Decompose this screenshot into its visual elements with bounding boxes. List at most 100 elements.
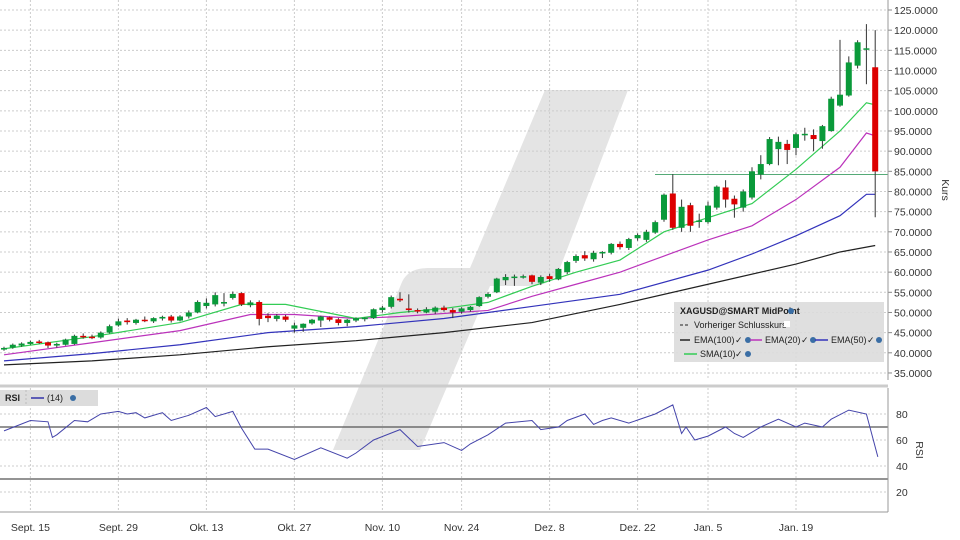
candle-body [27,341,34,344]
candle-body [291,325,298,329]
candle-body [863,48,870,50]
candle [661,193,667,222]
candles [1,24,879,351]
globe-icon[interactable] [788,308,794,314]
rsi-tick-label: 20 [896,487,908,499]
prev-close-checkbox[interactable] [784,321,790,327]
candle [53,342,60,348]
candle [449,308,456,319]
candle-body [617,243,623,248]
y-tick-label: 90.0000 [894,146,932,158]
globe-icon[interactable] [745,337,751,343]
candle [766,137,773,166]
candle [291,322,298,333]
candle [608,243,615,255]
globe-icon[interactable] [810,337,816,343]
candle-body [564,262,571,273]
candle-body [265,315,271,319]
candle [476,296,483,307]
check-icon[interactable]: ✓ [801,335,809,345]
candle [546,273,553,282]
candle [493,277,500,294]
candle [793,132,799,156]
y-tick-label: 115.0000 [894,45,937,57]
candle-body [282,316,289,320]
candle-body [634,235,641,239]
candle [397,292,403,302]
y-tick-label: 80.0000 [894,186,932,198]
candle-body [45,342,51,346]
x-tick-label: Sept. 29 [99,522,138,534]
candle-body [502,276,509,281]
candle [247,300,254,308]
candle [819,124,826,149]
candle [564,260,571,275]
candle-body [573,256,579,261]
check-icon[interactable]: ✓ [735,335,743,345]
candle-body [581,255,588,259]
candle-body [89,336,95,339]
candle [757,155,764,180]
y-tick-label: 75.0000 [894,207,932,219]
check-icon[interactable]: ✓ [735,349,743,359]
y-tick-label: 35.0000 [894,368,932,380]
y-tick-label: 65.0000 [894,247,932,259]
y-tick-label: 100.0000 [894,106,938,118]
candle [185,310,192,319]
candle [97,331,104,339]
legend-ema50: EMA(50) [831,335,867,345]
candle [669,174,676,230]
candle-body [221,301,227,304]
candle-body [212,295,219,305]
candle [775,136,782,166]
moving-averages [3,102,876,366]
candle-body [687,205,694,226]
candle-body [749,171,755,198]
candle [749,167,755,200]
rsi-period: (14) [47,393,63,403]
candle-body [150,318,157,322]
candle-body [247,302,254,306]
y-tick-label: 85.0000 [894,166,932,178]
rsi-label: RSI [5,393,20,403]
candle [441,305,447,312]
candle [590,250,597,262]
candle-body [397,298,403,301]
price-axis: 125.0000 120.0000 115.0000 110.0000 105.0000… [887,0,938,380]
candle [18,342,25,347]
y-tick-label: 60.0000 [894,267,932,279]
candle-body [608,243,615,253]
candle-body [801,133,808,136]
candle-body [458,308,465,312]
candle-body [643,231,650,240]
globe-icon[interactable] [745,351,751,357]
candle [520,274,527,279]
globe-icon[interactable] [876,337,882,343]
candle [617,241,623,250]
candle [555,268,562,281]
candle-body [819,126,826,142]
candle [625,237,632,250]
candle-body [353,318,359,321]
candle-body [696,220,703,223]
legend-ema20: EMA(20) [765,335,801,345]
globe-icon[interactable] [70,395,76,401]
x-tick-label: Jan. 5 [694,522,723,534]
check-icon[interactable]: ✓ [867,335,875,345]
x-tick-label: Dez. 22 [620,522,656,534]
indicator-line-ema20 [3,132,876,356]
candle-body [766,139,773,165]
candle [115,318,122,327]
candle-body [106,326,113,333]
candle-body [669,193,676,228]
candle [696,213,703,228]
candle [529,274,535,285]
candle [361,317,368,322]
candle [854,40,861,69]
candle-body [511,276,518,279]
candle [45,341,51,348]
candle-body [159,316,166,319]
candle-body [238,293,245,305]
candle [256,300,263,326]
candle-body [344,319,351,323]
